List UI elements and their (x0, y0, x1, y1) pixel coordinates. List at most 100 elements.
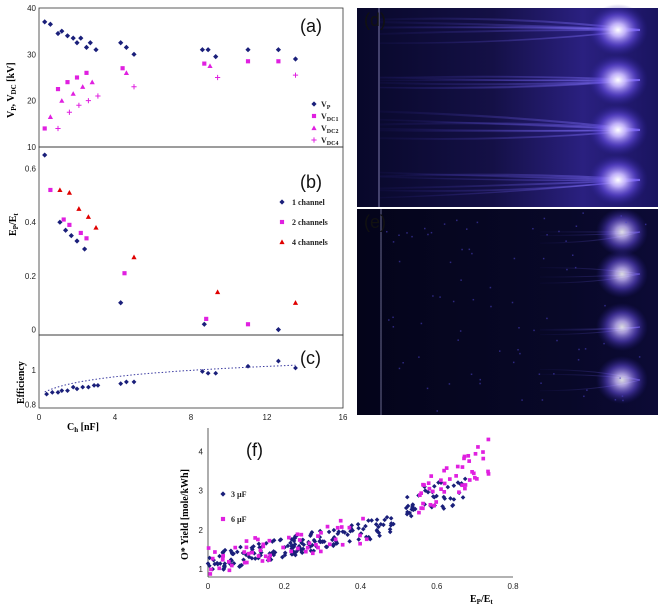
panel-f-point (269, 551, 274, 556)
panel-f-point (261, 544, 266, 549)
panel-c-xtick-label: 8 (189, 413, 194, 422)
panel-f-point (229, 563, 234, 568)
panel-f-point (325, 524, 330, 529)
panel-f-point (467, 459, 472, 463)
panel-f-point (429, 504, 435, 510)
panel-f-point (301, 542, 307, 547)
panel-c-point (59, 388, 65, 394)
panel-f-point (267, 538, 272, 543)
panel-f-point (475, 477, 479, 481)
panel-c-ylabel: Efficiency (16, 361, 27, 404)
panel-f-point (212, 561, 218, 567)
noise-speck (518, 327, 520, 329)
noise-speck (466, 228, 468, 230)
panel-a-point (59, 28, 65, 34)
panel-a-point (47, 114, 53, 119)
panel-f-point (442, 490, 447, 494)
panel-f-point (230, 551, 236, 557)
panel-f-point (244, 545, 249, 550)
noise-speck (449, 261, 452, 264)
noise-speck (586, 389, 588, 391)
panel-f-point (331, 541, 336, 547)
panel-c: 0.81 0 4 8 12 16 (c) Efficiency Ch [nF] (16, 334, 348, 434)
panel-f-point (486, 469, 490, 474)
panel-f-point (272, 550, 278, 555)
panel-f-point (463, 483, 468, 487)
panel-b-point (118, 300, 124, 306)
panel-c-point (124, 379, 129, 385)
panel-c-xlabel: Ch [nF] (67, 422, 99, 434)
panel-f-point (455, 480, 461, 485)
panel-c-point (205, 370, 211, 376)
panel-f-point (318, 549, 323, 554)
panel-a-point (89, 79, 95, 85)
noise-speck (398, 234, 400, 237)
panel-f-legend-marker (220, 516, 226, 522)
panel-f-point (442, 481, 447, 486)
panel-f-xtick-label: 0.2 (279, 582, 291, 591)
panel-a-yticks: 10 20 30 40 (27, 4, 36, 152)
noise-speck (540, 382, 542, 384)
noise-speck (517, 349, 519, 351)
noise-speck (638, 356, 641, 358)
noise-speck (420, 322, 423, 325)
panel-a-point (47, 21, 53, 27)
panel-f-point (339, 525, 344, 529)
panel-b-point (61, 217, 66, 222)
panel-a-point (131, 51, 137, 57)
panel-f-point (330, 537, 335, 543)
panel-f-point (481, 456, 486, 461)
panel-f-point (473, 475, 477, 480)
panel-c-yticks: 0.81 (25, 366, 37, 410)
panel-b-point (42, 152, 48, 158)
panel-d-image: (d) (357, 4, 658, 207)
panel-a-point (202, 61, 207, 66)
noise-speck (392, 316, 394, 319)
streamer-head (596, 303, 648, 351)
panel-f-point (470, 469, 474, 474)
panel-b-point (82, 246, 88, 252)
panel-f-point (434, 500, 439, 504)
panel-f-xtick-label: 0 (206, 582, 211, 591)
panel-b-point (78, 230, 83, 236)
panel-f-point (305, 545, 310, 550)
panel-d-label: (d) (364, 10, 386, 30)
panel-f-point (373, 522, 379, 527)
panel-a-label: (a) (300, 16, 322, 36)
streamer-head (588, 154, 648, 206)
panel-c-ytick-label: 1 (32, 366, 37, 375)
panel-f-point (288, 540, 293, 546)
panel-f-point (217, 566, 222, 571)
panel-f-point (319, 530, 323, 535)
noise-speck (468, 248, 471, 251)
panel-c-point (55, 389, 61, 395)
noise-speck (479, 378, 482, 381)
noise-speck (582, 212, 584, 214)
panel-f-point (228, 548, 234, 554)
panel-b-point (245, 322, 251, 327)
panel-f-point (448, 496, 453, 501)
panel-f-point (360, 526, 366, 532)
panel-b-point (66, 190, 72, 195)
panel-f-point (205, 561, 211, 566)
panel-f-point (293, 549, 299, 555)
noise-speck (460, 279, 462, 281)
panel-a-point (205, 47, 211, 53)
panel-f-point (366, 518, 371, 523)
panel-a-marks (42, 19, 299, 132)
panel-a-point (118, 40, 124, 46)
panel-a-point (70, 35, 76, 41)
panel-f-point (462, 456, 466, 461)
panel-f-point (342, 530, 347, 535)
panel-f-point (384, 514, 390, 520)
panel-a-point (292, 72, 299, 78)
panel-f-point (377, 533, 382, 539)
panel-f-point (432, 483, 437, 489)
panel-f-point (358, 533, 362, 538)
noise-speck (459, 330, 462, 332)
streamer-head (588, 54, 648, 106)
noise-speck (392, 241, 395, 243)
panel-b-point (215, 289, 221, 295)
panel-f-point (227, 568, 232, 573)
